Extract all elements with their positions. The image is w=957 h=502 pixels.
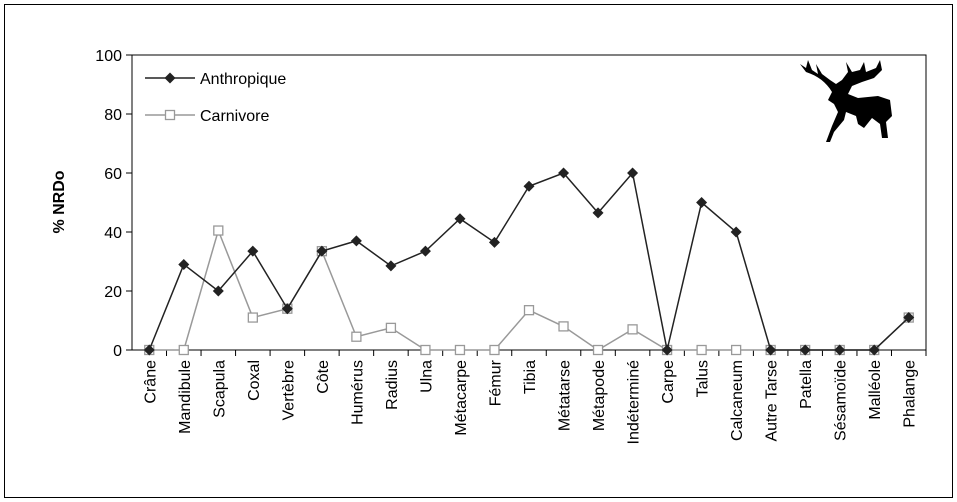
data-point xyxy=(730,344,742,356)
data-point xyxy=(696,344,707,356)
x-tick-label: Vertèbre xyxy=(280,360,297,421)
data-point xyxy=(765,344,777,356)
x-tick-label: Sésamoïde xyxy=(833,360,850,441)
x-tick-label: Scapula xyxy=(211,360,228,418)
y-tick-label: 100 xyxy=(95,48,122,65)
x-tick-label: Talus xyxy=(695,360,712,397)
data-point xyxy=(350,235,362,247)
x-tick-label: Malléole xyxy=(867,360,884,420)
x-tick-label: Calcaneum xyxy=(729,360,746,441)
x-tick-label: Humérus xyxy=(349,360,366,425)
data-point xyxy=(799,344,811,356)
x-tick-label: Indéterminé xyxy=(626,360,643,445)
data-point xyxy=(868,344,880,356)
plot-area xyxy=(131,54,927,351)
data-point xyxy=(592,344,604,356)
data-point xyxy=(488,236,500,248)
data-point xyxy=(730,226,742,238)
data-point xyxy=(454,213,466,225)
data-point xyxy=(834,344,846,356)
data-point xyxy=(385,260,397,272)
data-point xyxy=(661,344,673,356)
x-tick-label: Autre Tarse xyxy=(764,360,781,442)
legend-marker xyxy=(164,72,176,84)
x-tick-label: Mandibule xyxy=(177,360,194,434)
x-tick-label: Carpe xyxy=(660,360,677,404)
chart-frame xyxy=(4,4,953,498)
data-point xyxy=(627,324,638,335)
data-point xyxy=(212,285,224,297)
x-tick-label: Coxal xyxy=(246,360,263,401)
data-point xyxy=(143,344,155,356)
y-tick-label: 40 xyxy=(104,225,122,242)
x-tick-label: Radius xyxy=(384,360,401,410)
x-tick-label: Métacarpe xyxy=(453,360,470,436)
x-tick-label: Patella xyxy=(798,360,815,409)
data-point xyxy=(385,322,397,334)
legend-label: Anthropique xyxy=(200,71,286,88)
data-point xyxy=(213,225,224,236)
x-tick-label: Tibia xyxy=(522,360,539,394)
y-axis-label: % NRDo xyxy=(51,170,68,233)
x-tick-label: Phalange xyxy=(902,360,919,428)
deer-icon xyxy=(800,60,892,142)
x-tick-label: Côte xyxy=(315,360,332,394)
y-tick-label: 60 xyxy=(104,166,122,183)
data-point xyxy=(281,303,293,315)
data-point xyxy=(523,180,535,192)
data-point xyxy=(316,245,328,257)
data-point xyxy=(247,245,259,257)
y-tick-label: 0 xyxy=(113,343,122,360)
x-tick-label: Ulna xyxy=(418,360,435,393)
data-point xyxy=(247,312,258,323)
data-point xyxy=(558,321,569,332)
x-tick-label: Métatarse xyxy=(557,360,574,431)
data-point xyxy=(419,245,431,257)
legend-label: Carnivore xyxy=(200,108,269,125)
data-point xyxy=(592,207,604,219)
data-point xyxy=(627,167,639,179)
data-point xyxy=(489,344,500,356)
data-point xyxy=(178,344,189,356)
x-tick-label: Fémur xyxy=(487,359,504,406)
legend-marker xyxy=(164,109,176,121)
x-tick-label: Crâne xyxy=(142,360,159,404)
x-tick-label: Métapode xyxy=(591,360,608,431)
data-point xyxy=(558,167,570,179)
data-point xyxy=(523,305,535,316)
data-point xyxy=(454,344,466,356)
data-point xyxy=(178,258,190,270)
y-tick-label: 80 xyxy=(104,107,122,124)
data-point xyxy=(903,312,915,324)
data-point xyxy=(351,331,362,342)
data-point xyxy=(696,197,708,208)
y-tick-label: 20 xyxy=(104,284,122,301)
data-point xyxy=(420,344,431,356)
